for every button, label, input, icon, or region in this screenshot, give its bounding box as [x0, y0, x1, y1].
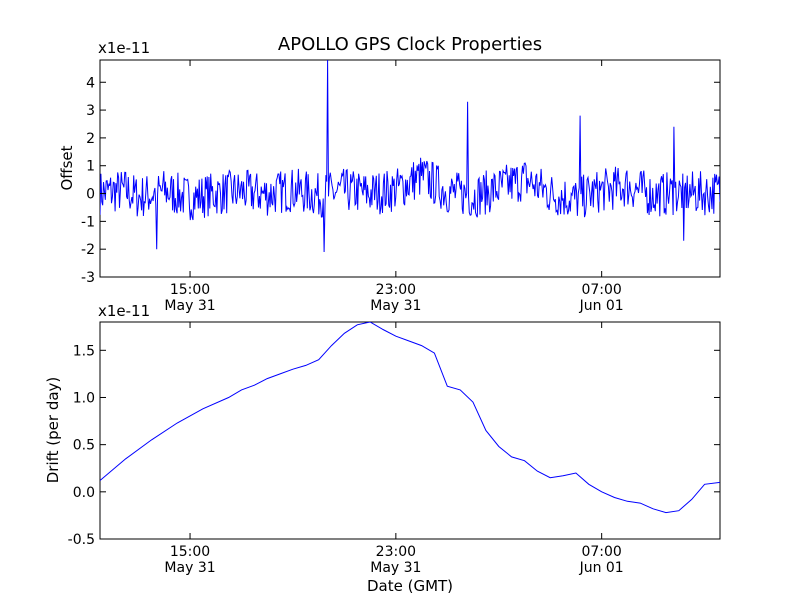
offset-x-tick-date-label: Jun 01	[579, 298, 624, 314]
offset-x-tick-time-label: 07:00	[581, 282, 621, 298]
offset-plot-frame	[99, 59, 721, 278]
drift-data-line	[100, 322, 720, 514]
offset-y-tick-label: 3	[86, 103, 95, 119]
offset-series	[100, 60, 720, 253]
drift-y-tick-label: 0.5	[73, 438, 95, 454]
offset-x-tick-date-label: May 31	[164, 298, 215, 314]
drift-y-scale-label: x1e-11	[98, 302, 150, 320]
drift-x-tick-time-label: 15:00	[170, 544, 210, 560]
offset-x-tick-time-label: 23:00	[376, 282, 416, 298]
drift-x-tick-date-label: May 31	[164, 560, 215, 576]
drift-y-tick-label: -0.5	[68, 532, 95, 548]
drift-y-tick-label: 1.5	[73, 343, 95, 359]
drift-x-tick-date-label: May 31	[370, 560, 421, 576]
offset-y-ticks: -3 -2 -1 0 1 2 3 4	[81, 75, 720, 286]
offset-data-line	[100, 60, 720, 253]
offset-x-tick-time-label: 15:00	[170, 282, 210, 298]
drift-y-tick-label: 1.0	[73, 390, 95, 406]
drift-x-axis-label: Date (GMT)	[367, 577, 453, 595]
chart-title: APOLLO GPS Clock Properties	[278, 34, 542, 55]
offset-y-tick-label: 4	[86, 75, 95, 91]
drift-y-tick-label: 0.0	[73, 485, 95, 501]
offset-y-axis-label: Offset	[58, 145, 76, 190]
offset-y-tick-label: 2	[86, 131, 95, 147]
drift-x-tick-time-label: 07:00	[581, 544, 621, 560]
drift-x-tick-time-label: 23:00	[376, 544, 416, 560]
drift-x-tick-date-label: Jun 01	[579, 560, 624, 576]
offset-y-tick-label: 0	[86, 187, 95, 203]
drift-series	[100, 322, 720, 514]
offset-y-scale-label: x1e-11	[98, 39, 150, 57]
drift-y-ticks: -0.5 0.0 0.5 1.0 1.5	[68, 343, 720, 548]
offset-y-tick-label: -3	[81, 270, 95, 286]
offset-y-tick-label: -2	[81, 242, 95, 258]
drift-y-axis-label: Drift (per day)	[44, 377, 62, 484]
offset-y-tick-label: -1	[81, 214, 95, 230]
offset-x-tick-date-label: May 31	[370, 298, 421, 314]
offset-y-tick-label: 1	[86, 159, 95, 175]
drift-plot-frame	[99, 321, 721, 540]
